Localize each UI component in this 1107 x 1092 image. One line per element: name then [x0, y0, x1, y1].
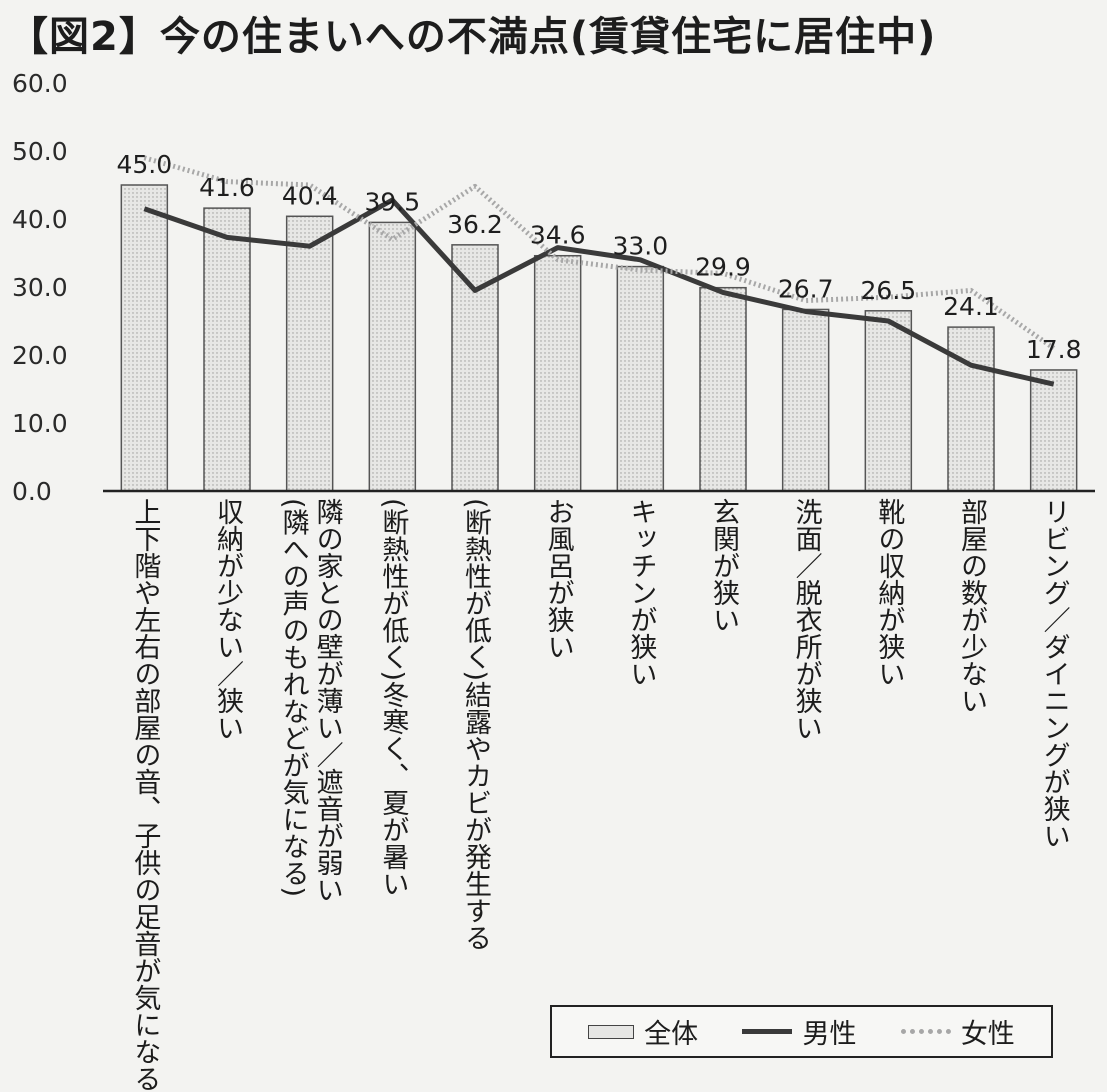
y-tick-label: 50.0	[12, 137, 68, 166]
bar	[781, 308, 830, 492]
data-label: 45.0	[116, 150, 172, 179]
y-tick-label: 0.0	[12, 477, 52, 506]
bar	[616, 265, 665, 492]
y-tick-label: 30.0	[12, 273, 68, 302]
data-label: 41.6	[199, 173, 255, 202]
data-label: 40.4	[282, 181, 338, 210]
data-label: 26.7	[778, 274, 834, 303]
legend-item-women: 女性	[900, 1012, 1015, 1051]
y-tick-label: 10.0	[12, 409, 68, 438]
y-tick-label: 20.0	[12, 341, 68, 370]
y-tick-label: 40.0	[12, 205, 68, 234]
data-label: 29.9	[695, 253, 751, 282]
bar	[203, 207, 251, 492]
category-label: キッチンが狭い	[625, 498, 657, 687]
data-label: 36.2	[447, 210, 503, 239]
legend-label-all: 全体	[644, 1019, 699, 1050]
category-label: 収納が少ない／狭い	[212, 498, 243, 741]
data-label: 24.1	[943, 292, 999, 321]
category-label: 玄関が狭い	[708, 498, 739, 633]
category-label: お風呂が狭い	[542, 498, 574, 660]
men-line	[143, 197, 1055, 387]
bar	[285, 215, 334, 492]
bar	[533, 254, 582, 492]
bar	[368, 221, 417, 492]
legend: 全体 男性 女性	[550, 1005, 1053, 1058]
legend-swatch-women	[900, 1029, 951, 1034]
bar	[864, 310, 913, 492]
legend-item-men: 男性	[742, 1012, 856, 1051]
category-label: 隣の家との壁が薄い／遮音が弱い (隣への声のもれなどが気になる)	[277, 498, 343, 903]
chart-title: 【図2】今の住まいへの不満点(賃貸住宅に居住中)	[8, 14, 937, 60]
legend-label-women: 女性	[960, 1019, 1015, 1050]
data-label: 34.6	[530, 221, 586, 250]
category-label: (断熱性が低く)結露やカビが発生する	[460, 498, 491, 952]
legend-swatch-men	[742, 1029, 793, 1034]
category-label: 洗面／脱衣所が狭い	[790, 498, 822, 741]
women-line	[143, 155, 1056, 351]
bar	[120, 184, 169, 492]
legend-item-all: 全体	[588, 1012, 698, 1051]
category-label: 部屋の数が少ない	[956, 498, 987, 714]
category-label: リビング／ダイニングが狭い	[1038, 498, 1070, 849]
data-label: 39.5	[364, 187, 420, 216]
bar	[1029, 369, 1078, 492]
category-label: 上下階や左右の部屋の音、子供の足音が気になる	[129, 498, 161, 1092]
bar	[451, 244, 499, 492]
data-label: 33.0	[612, 232, 668, 261]
data-label: 17.8	[1026, 335, 1082, 364]
category-label: (断熱性が低く)冬寒く、夏が暑い	[377, 498, 409, 898]
bar	[699, 286, 747, 492]
legend-label-men: 男性	[802, 1019, 857, 1050]
y-tick-label: 60.0	[12, 69, 68, 98]
legend-swatch-bar	[588, 1024, 635, 1039]
data-label: 26.5	[860, 276, 916, 305]
bar	[947, 326, 995, 492]
category-label: 靴の収納が狭い	[873, 498, 905, 687]
